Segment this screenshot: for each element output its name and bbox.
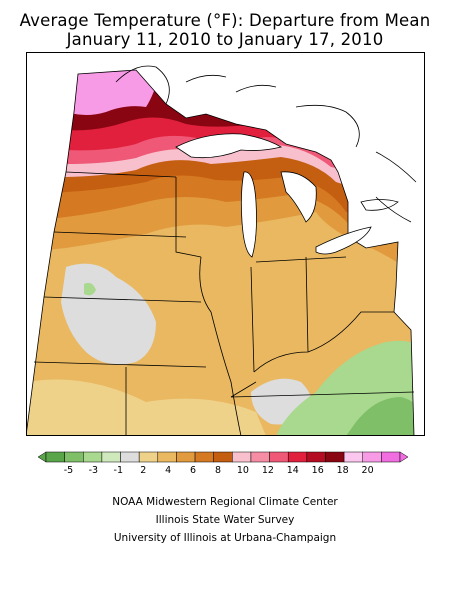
legend-tick-label: -3 [89, 465, 98, 476]
legend-swatch [101, 451, 121, 463]
boundary-kansas-north [43, 296, 202, 303]
legend-tick-label: 6 [190, 465, 196, 476]
legend-swatch [287, 451, 308, 463]
legend-swatch [381, 451, 401, 463]
legend-tick-label: 2 [140, 465, 146, 476]
legend-swatch [213, 451, 233, 463]
patch-green-southeast-dark [346, 397, 414, 436]
legend-swatch [120, 451, 140, 463]
legend-swatch [138, 451, 159, 463]
legend-swatch [83, 451, 103, 463]
legend-swatch [269, 451, 289, 463]
boundary-ohio-river [253, 311, 394, 373]
boundary-tennessee-north [230, 391, 415, 398]
boundary-nebraska-north [53, 231, 187, 238]
legend-swatch [176, 451, 196, 463]
lake-michigan [240, 171, 257, 258]
legend-tick-label: 14 [287, 465, 299, 476]
legend-swatch [45, 451, 65, 463]
state-boundaries [26, 69, 415, 436]
legend-tick-label: 8 [215, 465, 221, 476]
boundary-mississippi [199, 256, 242, 436]
legend-arrow-low [38, 451, 47, 463]
legend-tick-label: 4 [165, 465, 171, 476]
legend-tick-label: 20 [362, 465, 374, 476]
boundary-michigan-south [255, 256, 347, 263]
boundary-dakotas [65, 171, 177, 178]
map-subtitle-date-range: January 11, 2010 to January 17, 2010 [66, 30, 384, 49]
temperature-departure-map [26, 52, 425, 436]
legend-tick-label: -1 [114, 465, 123, 476]
band-pale-south [26, 379, 266, 436]
map-frame [26, 52, 425, 436]
map-title: Average Temperature (°F): Departure from… [19, 11, 431, 30]
legend-swatch [362, 451, 382, 463]
boundary-iowa-mn [175, 177, 202, 258]
boundary-oklahoma-north [33, 361, 207, 368]
legend-tick-label: 10 [237, 465, 249, 476]
credit-line-2: Illinois State Water Survey [155, 514, 295, 526]
canada-coastline [115, 65, 417, 223]
canada-coast-north [115, 65, 417, 223]
legend-swatch [325, 451, 345, 463]
legend-labels: -5 -3 -1 2 4 6 8 10 12 14 16 18 20 [64, 465, 374, 476]
lake-erie [315, 226, 372, 255]
legend-swatch [64, 451, 84, 463]
legend-swatch [232, 451, 252, 463]
boundary-illinois-indiana [250, 266, 255, 373]
legend-swatch [306, 451, 326, 463]
legend-tick-label: 16 [312, 465, 324, 476]
patch-green-west [84, 282, 96, 296]
lake-superior [175, 133, 283, 159]
great-lakes [175, 133, 399, 258]
lake-huron [280, 171, 317, 223]
legend-swatch [250, 451, 270, 463]
color-legend: -5 -3 -1 2 4 6 8 10 12 14 16 18 20 [38, 451, 408, 476]
legend-swatch [157, 451, 177, 463]
legend-swatch [194, 451, 214, 463]
legend-tick-label: -5 [64, 465, 73, 476]
legend-tick-label: 12 [262, 465, 274, 476]
legend-tick-label: 18 [337, 465, 349, 476]
lake-ontario [360, 199, 399, 211]
legend-swatch [343, 451, 363, 463]
credit-line-1: NOAA Midwestern Regional Climate Center [112, 496, 338, 508]
legend-arrow-high [399, 451, 408, 463]
boundary-indiana-ohio [305, 256, 309, 353]
credit-line-3: University of Illinois at Urbana-Champai… [113, 532, 337, 544]
legend-swatches [38, 451, 408, 463]
boundary-kentucky-west [230, 381, 257, 398]
